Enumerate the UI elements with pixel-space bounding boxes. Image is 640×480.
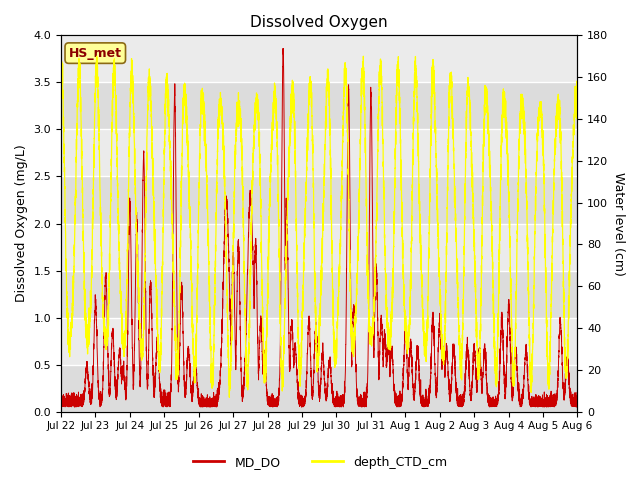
Bar bbox=[61, 83, 577, 130]
Bar bbox=[61, 177, 577, 224]
Bar bbox=[61, 365, 577, 412]
Bar bbox=[61, 130, 577, 177]
Legend: MD_DO, depth_CTD_cm: MD_DO, depth_CTD_cm bbox=[188, 451, 452, 474]
Bar bbox=[61, 224, 577, 271]
Bar bbox=[61, 271, 577, 318]
Text: HS_met: HS_met bbox=[68, 47, 122, 60]
Bar bbox=[61, 318, 577, 365]
Y-axis label: Water level (cm): Water level (cm) bbox=[612, 171, 625, 276]
Title: Dissolved Oxygen: Dissolved Oxygen bbox=[250, 15, 388, 30]
Bar bbox=[61, 36, 577, 83]
Y-axis label: Dissolved Oxygen (mg/L): Dissolved Oxygen (mg/L) bbox=[15, 144, 28, 302]
